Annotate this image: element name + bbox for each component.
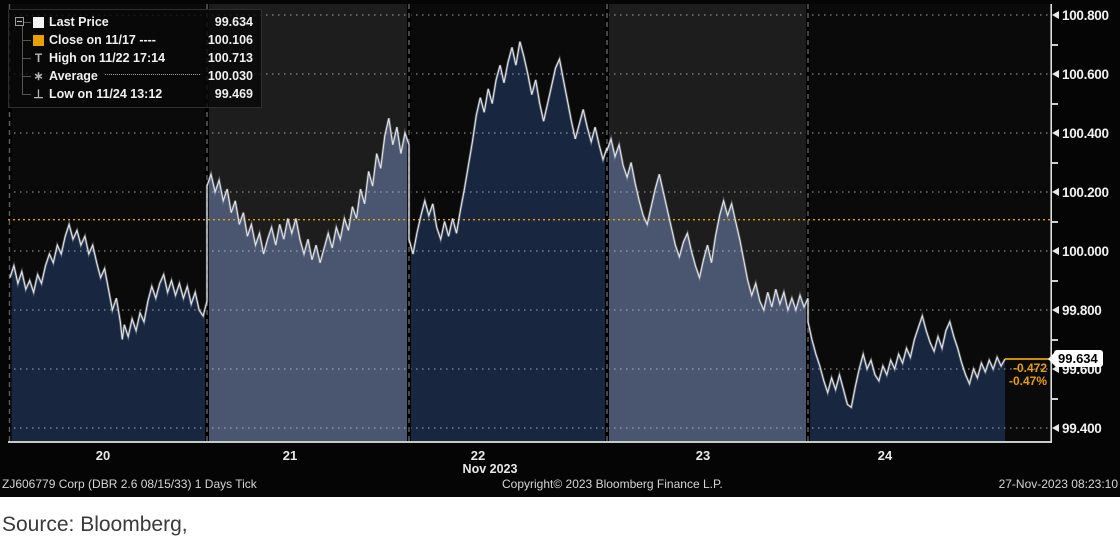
legend-row-high-on-11-22-17-14[interactable]: T High on 11/22 17:14 100.713	[23, 49, 253, 67]
legend-collapse-toggle[interactable]	[15, 17, 24, 26]
tick-arrow-icon	[1052, 247, 1059, 255]
legend-row-close-on-11-17[interactable]: Close on 11/17 ---- 100.106	[23, 31, 253, 49]
y-axis-tick-label: 100.600	[1052, 66, 1109, 82]
low-whisker-icon: ⊥	[33, 87, 44, 101]
y-axis-tick-label: 100.000	[1052, 243, 1109, 259]
y-axis-minor-tick	[1052, 220, 1058, 223]
legend-row-average[interactable]: ∗ Average 100.030	[23, 67, 253, 85]
x-axis-day-label: 23	[695, 448, 711, 463]
legend-row-last-price[interactable]: Last Price 99.634	[15, 13, 253, 31]
y-axis-minor-tick	[1052, 43, 1058, 46]
pct-change-label: -0.47%	[1008, 374, 1047, 388]
legend-value: 99.469	[214, 87, 253, 101]
y-axis-tick-label: 100.800	[1052, 7, 1109, 23]
last-price-badge: 99.634	[1048, 350, 1103, 367]
y-axis-minor-tick	[1052, 397, 1058, 400]
tick-arrow-icon	[1052, 129, 1059, 137]
x-axis-month-label: Nov 2023	[462, 462, 518, 476]
terminal-footer: ZJ606779 Corp (DBR 2.6 08/15/33) 1 Days …	[0, 475, 1120, 494]
y-axis-minor-tick	[1052, 161, 1058, 164]
y-axis-tick-label: 99.400	[1052, 420, 1102, 436]
x-axis-day-label: 21	[282, 448, 298, 463]
tick-arrow-icon	[1052, 70, 1059, 78]
bloomberg-terminal-chart: 100.800 100.600 100.400 100.200 100.000 99.80…	[0, 0, 1120, 497]
timestamp: 27-Nov-2023 08:23:10	[998, 477, 1118, 491]
tick-arrow-icon	[1052, 11, 1059, 19]
y-axis-minor-tick	[1052, 102, 1058, 105]
tick-arrow-icon	[1052, 306, 1059, 314]
x-axis-day-label: 20	[95, 448, 111, 463]
legend-dotted-leader	[104, 74, 200, 75]
legend-value: 100.030	[207, 69, 253, 83]
close-swatch-icon	[33, 34, 44, 46]
legend-tree-spine	[22, 24, 23, 95]
y-axis-tick-label: 100.200	[1052, 184, 1109, 200]
legend-label: Last Price	[49, 15, 109, 29]
y-axis-minor-tick	[1052, 338, 1058, 341]
average-star-icon: ∗	[33, 69, 44, 83]
chart-legend: Last Price 99.634 Close on 11/17 ---- 100.1…	[8, 9, 262, 108]
legend-value: 99.634	[214, 15, 253, 29]
x-axis-day-label: 22	[470, 448, 486, 463]
legend-value: 100.713	[207, 51, 253, 65]
source-caption: Source: Bloomberg,	[2, 513, 188, 536]
instrument-description: ZJ606779 Corp (DBR 2.6 08/15/33) 1 Days …	[2, 477, 257, 491]
net-change-label: -0.472	[1012, 361, 1047, 375]
last-price-swatch-icon	[33, 16, 44, 28]
high-whisker-icon: T	[34, 51, 43, 65]
y-axis-tick-label: 99.800	[1052, 302, 1102, 318]
legend-label: Average	[49, 69, 98, 83]
legend-value: 100.106	[207, 33, 253, 47]
legend-rows: Last Price 99.634 Close on 11/17 ---- 100.1…	[15, 13, 253, 103]
legend-label: High on 11/22 17:14	[49, 51, 166, 65]
copyright-text: Copyright© 2023 Bloomberg Finance L.P.	[502, 477, 723, 491]
price-chart-plot-area	[8, 4, 1052, 443]
legend-row-low-on-11-24-13-12[interactable]: ⊥ Low on 11/24 13:12 99.469	[23, 85, 253, 103]
tick-arrow-icon	[1052, 188, 1059, 196]
y-axis-tick-label: 100.400	[1052, 125, 1109, 141]
x-axis-day-label: 24	[877, 448, 893, 463]
legend-label: Low on 11/24 13:12	[49, 87, 163, 101]
y-axis-minor-tick	[1052, 279, 1058, 282]
tick-arrow-icon	[1052, 424, 1059, 432]
legend-label: Close on 11/17 ----	[49, 33, 156, 47]
